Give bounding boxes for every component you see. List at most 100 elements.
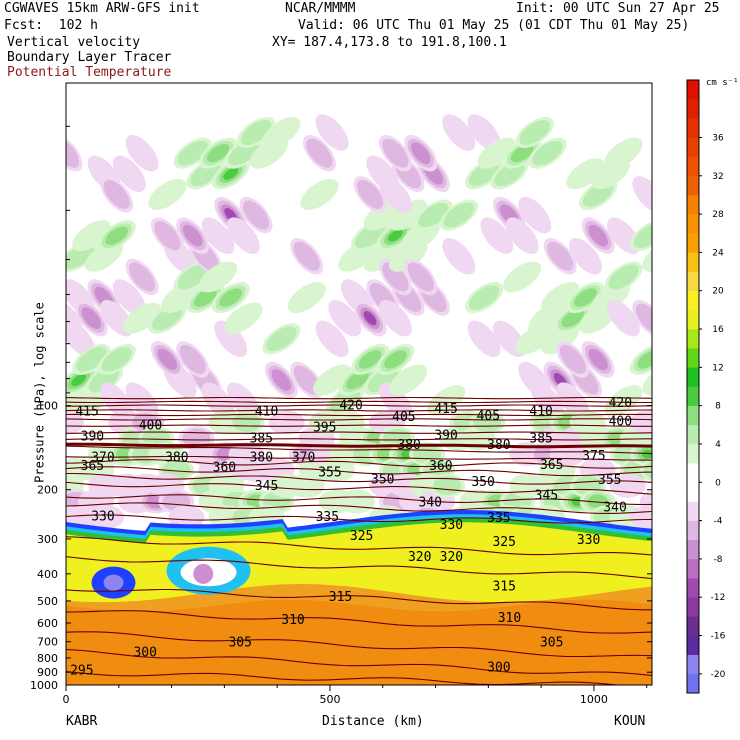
colorbar-label--12: -12	[711, 593, 726, 603]
theta-contour-385	[66, 431, 652, 434]
colorbar-swatch-31	[687, 80, 699, 100]
y-tick-label-100: 100	[37, 400, 58, 413]
cross-section-endpoints: XY= 187.4,173.8 to 191.8,100.1	[272, 35, 507, 50]
y-tick-label-700: 700	[37, 636, 58, 649]
theta-label-15: 330	[577, 533, 600, 548]
colorbar-swatch-1	[687, 654, 699, 675]
theta-label-34: 380	[250, 450, 273, 465]
colorbar-swatch-24	[687, 214, 699, 234]
theta-label-25: 355	[598, 473, 621, 488]
theta-contour-315	[66, 588, 652, 611]
theta-label-37: 385	[250, 431, 273, 446]
theta-label-43: 400	[609, 414, 632, 429]
theta-label-51: 420	[609, 396, 632, 411]
theta-label-1: 300	[133, 646, 156, 661]
theta-contour-330	[66, 514, 652, 524]
colorbar-swatch-4	[687, 597, 699, 617]
theta-label-31: 370	[292, 450, 315, 465]
colorbar-label--8: -8	[714, 555, 723, 565]
theta-contour-295	[66, 670, 623, 685]
theta-contour-400	[66, 413, 652, 417]
theta-label-2: 300	[487, 661, 510, 676]
theta-label-28: 365	[81, 459, 104, 474]
theta-label-18: 340	[419, 495, 442, 510]
theta-contour-375	[66, 442, 652, 449]
colorbar-label--16: -16	[711, 632, 726, 642]
theta-label-23: 350	[471, 475, 494, 490]
y-tick-label-800: 800	[37, 652, 58, 665]
colorbar-swatch-2	[687, 635, 699, 655]
colorbar-label-8: 8	[715, 402, 721, 412]
forecast-hour: Fcst: 102 h	[4, 18, 98, 33]
colorbar-swatch-3	[687, 616, 699, 636]
theta-label-22: 350	[371, 472, 394, 487]
theta-contour-320	[66, 556, 652, 580]
theta-label-20: 345	[255, 479, 278, 494]
valid-time: Valid: 06 UTC Thu 01 May 25 (01 CDT Thu …	[298, 18, 690, 33]
colorbar-swatch-28	[687, 137, 699, 157]
theta-contour-390	[66, 424, 652, 427]
colorbar-label-0: 0	[715, 478, 721, 488]
colorbar-swatch-22	[687, 252, 699, 272]
theta-contour-405	[66, 409, 652, 412]
theta-contour-360	[66, 459, 652, 469]
colorbar-label-24: 24	[712, 248, 724, 258]
colorbar-swatch-21	[687, 271, 699, 292]
theta-label-14: 330	[440, 518, 463, 533]
theta-label-39: 390	[81, 430, 104, 445]
theta-label-3: 305	[228, 636, 251, 651]
colorbar-label-12: 12	[712, 363, 723, 373]
colorbar-swatch-29	[687, 118, 699, 138]
x-tick-label-0: 0	[63, 693, 70, 706]
y-tick-label-900: 900	[37, 666, 58, 679]
theta-label-49: 415	[434, 402, 457, 417]
colorbar-label--20: -20	[711, 670, 726, 680]
theta-contour-350	[66, 472, 652, 485]
field-boundary-layer-tracer: Boundary Layer Tracer	[7, 50, 172, 65]
theta-label-41: 395	[313, 421, 336, 436]
colorbar-label-4: 4	[715, 440, 721, 450]
colorbar-swatch-30	[687, 99, 699, 119]
x-tick-label-500: 500	[319, 693, 340, 706]
tracer-band-5	[66, 599, 652, 685]
colorbar-label-28: 28	[712, 210, 724, 220]
theta-label-12: 325	[492, 535, 515, 550]
theta-label-0: 295	[70, 663, 93, 678]
colorbar-swatch-10	[687, 482, 699, 502]
theta-contour-365	[66, 455, 652, 461]
theta-label-13: 330	[91, 509, 114, 524]
theta-label-38: 385	[529, 431, 552, 446]
theta-label-48: 415	[75, 404, 98, 419]
colorbar-label-36: 36	[712, 133, 724, 143]
theta-label-26: 360	[213, 460, 236, 475]
colorbar-swatch-25	[687, 194, 699, 215]
y-tick-label-200: 200	[37, 484, 58, 497]
y-tick-label-1000: 1000	[30, 679, 58, 692]
theta-label-27: 360	[429, 459, 452, 474]
colorbar-swatch-0	[687, 673, 699, 694]
colorbar-unit: cm s⁻¹	[706, 78, 739, 88]
colorbar-swatch-9	[687, 501, 699, 521]
theta-label-8: 315	[492, 579, 515, 594]
field-vertical-velocity: Vertical velocity	[7, 35, 141, 50]
theta-label-5: 310	[281, 613, 304, 628]
y-axis-label: Pressure (hPa), log scale	[32, 302, 47, 483]
theta-contour-345	[66, 481, 652, 495]
theta-label-9: 320	[408, 550, 431, 565]
colorbar-swatch-26	[687, 175, 699, 196]
theta-contour-415	[66, 400, 652, 404]
plot-frame	[65, 82, 653, 686]
theta-contour-410	[66, 404, 652, 407]
theta-label-11: 325	[350, 529, 373, 544]
y-tick-label-500: 500	[37, 595, 58, 608]
colorbar-swatch-19	[687, 309, 699, 330]
theta-contour-layer	[66, 396, 652, 685]
theta-label-45: 405	[477, 409, 500, 424]
theta-label-layer: 295 300 300 305 305 310 310 315 315 320 320 325 325 3…	[70, 396, 632, 679]
theta-label-36: 380	[487, 438, 510, 453]
colorbar-swatch-14	[687, 405, 699, 426]
colorbar-swatch-27	[687, 156, 699, 177]
colorbar-label--4: -4	[714, 517, 723, 527]
